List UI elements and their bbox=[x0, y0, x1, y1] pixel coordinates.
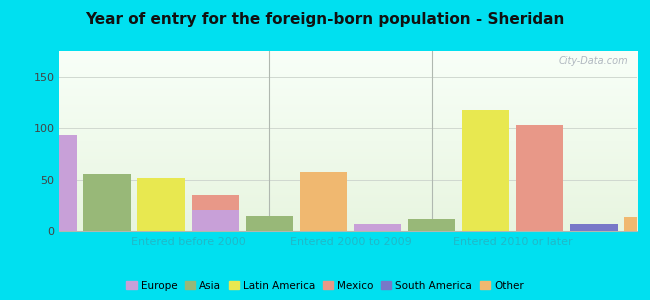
Bar bbox=[408, 219, 456, 231]
Bar bbox=[246, 224, 293, 231]
Bar bbox=[516, 125, 564, 231]
Bar bbox=[570, 224, 617, 231]
Bar bbox=[462, 222, 510, 231]
Text: Year of entry for the foreign-born population - Sheridan: Year of entry for the foreign-born popul… bbox=[85, 12, 565, 27]
Bar bbox=[354, 224, 401, 231]
Bar bbox=[246, 216, 293, 231]
Bar bbox=[83, 174, 131, 231]
Bar bbox=[192, 210, 239, 231]
Bar bbox=[462, 110, 510, 231]
Bar bbox=[300, 172, 347, 231]
Bar bbox=[29, 135, 77, 231]
Bar bbox=[137, 178, 185, 231]
Bar bbox=[192, 195, 239, 231]
Legend: Europe, Asia, Latin America, Mexico, South America, Other: Europe, Asia, Latin America, Mexico, Sou… bbox=[122, 277, 528, 295]
Text: City-Data.com: City-Data.com bbox=[559, 56, 629, 66]
Bar bbox=[624, 217, 650, 231]
